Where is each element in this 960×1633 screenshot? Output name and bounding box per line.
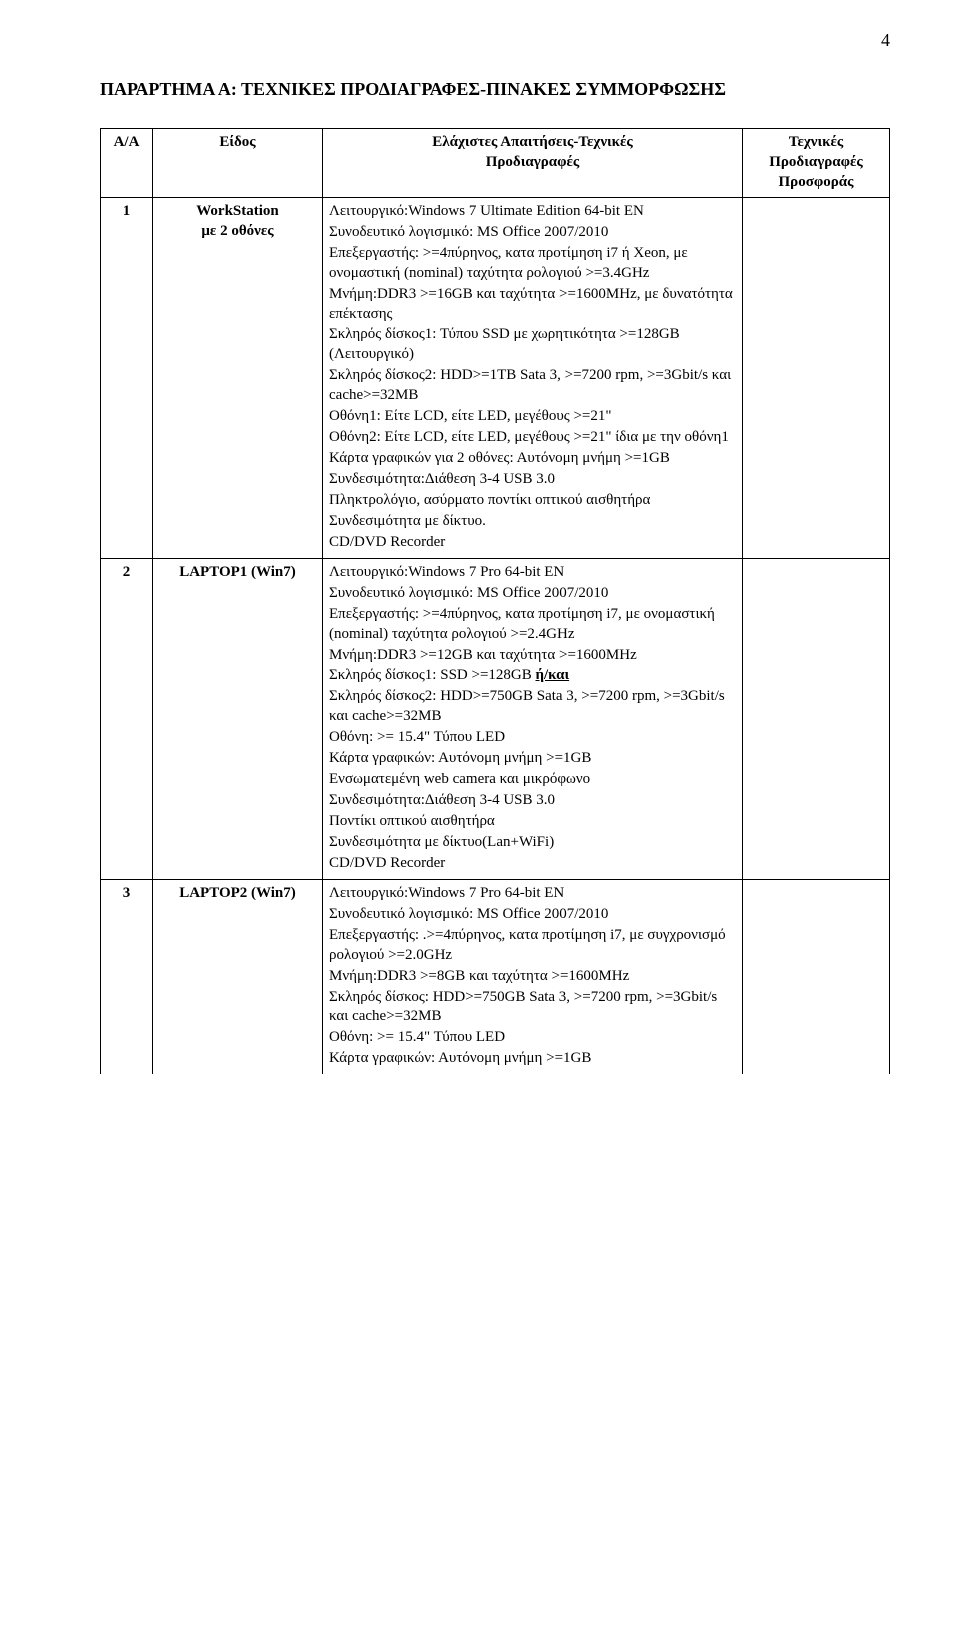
page-number: 4	[100, 30, 890, 51]
table-row: 3 LAPTOP2 (Win7) Λειτουργικό:Windows 7 P…	[101, 879, 890, 1074]
spec-line: Μνήμη:DDR3 >=8GB και ταχύτητα >=1600MHz	[329, 967, 736, 987]
header-eidos: Είδος	[153, 129, 323, 198]
spec-line: Επεξεργαστής: .>=4πύρηνος, κατα προτίμησ…	[329, 926, 736, 966]
spec-line: Κάρτα γραφικών για 2 οθόνες: Αυτόνομη μν…	[329, 449, 736, 469]
cell-tech-empty	[743, 558, 890, 879]
spec-line: Επεξεργαστής: >=4πύρηνος, κατα προτίμηση…	[329, 605, 736, 645]
table-row: 1 WorkStation με 2 οθόνες Λειτουργικό:Wi…	[101, 197, 890, 558]
spec-line: CD/DVD Recorder	[329, 854, 736, 874]
spec-line: Συνδεσιμότητα με δίκτυο(Lan+WiFi)	[329, 833, 736, 853]
spec-line: Οθόνη1: Είτε LCD, είτε LED, μεγέθους >=2…	[329, 407, 736, 427]
spec-line: Οθόνη: >= 15.4" Τύπου LED	[329, 728, 736, 748]
spec-line: Επεξεργαστής: >=4πύρηνος, κατα προτίμηση…	[329, 244, 736, 284]
spec-line: Σκληρός δίσκος2: HDD>=750GB Sata 3, >=72…	[329, 687, 736, 727]
spec-line: Οθόνη2: Είτε LCD, είτε LED, μεγέθους >=2…	[329, 428, 736, 448]
spec-line: Ποντίκι οπτικού αισθητήρα	[329, 812, 736, 832]
eidos-line1: WorkStation	[196, 203, 279, 219]
cell-tech-empty	[743, 879, 890, 1074]
spec-line: Λειτουργικό:Windows 7 Pro 64-bit EN	[329, 884, 736, 904]
header-aa: A/A	[101, 129, 153, 198]
spec-line: Σκληρός δίσκος2: HDD>=1TB Sata 3, >=7200…	[329, 366, 736, 406]
spec-ssd-prefix: Σκληρός δίσκος1: SSD >=128GB	[329, 667, 536, 683]
cell-eidos: LAPTOP2 (Win7)	[153, 879, 323, 1074]
spec-line: Λειτουργικό:Windows 7 Ultimate Edition 6…	[329, 202, 736, 222]
cell-eidos: LAPTOP1 (Win7)	[153, 558, 323, 879]
header-requirements: Ελάχιστες Απαιτήσεις-Τεχνικές Προδιαγραφ…	[323, 129, 743, 198]
spec-line: Ενσωματεμένη web camera και μικρόφωνο	[329, 770, 736, 790]
spec-line: Συνδεσιμότητα:Διάθεση 3-4 USB 3.0	[329, 791, 736, 811]
page: 4 ΠΑΡΑΡΤΗΜΑ Α: ΤΕΧΝΙΚΕΣ ΠΡΟΔΙΑΓΡΑΦΕΣ-ΠΙΝ…	[0, 0, 960, 1633]
cell-spec: Λειτουργικό:Windows 7 Pro 64-bit EN Συνο…	[323, 558, 743, 879]
spec-line: Πληκτρολόγιο, ασύρματο ποντίκι οπτικού α…	[329, 491, 736, 511]
cell-spec: Λειτουργικό:Windows 7 Ultimate Edition 6…	[323, 197, 743, 558]
spec-line: Συνδεσιμότητα με δίκτυο.	[329, 512, 736, 532]
spec-table: A/A Είδος Ελάχιστες Απαιτήσεις-Τεχνικές …	[100, 128, 890, 1074]
table-header-row: A/A Είδος Ελάχιστες Απαιτήσεις-Τεχνικές …	[101, 129, 890, 198]
spec-line: Οθόνη: >= 15.4" Τύπου LED	[329, 1028, 736, 1048]
header-tech-line2: Προδιαγραφές	[769, 154, 863, 170]
spec-line: Μνήμη:DDR3 >=16GB και ταχύτητα >=1600MHz…	[329, 285, 736, 325]
header-req-line2: Προδιαγραφές	[486, 154, 580, 170]
spec-line: Σκληρός δίσκος1: Τύπου SSD με χωρητικότη…	[329, 325, 736, 365]
cell-eidos: WorkStation με 2 οθόνες	[153, 197, 323, 558]
cell-tech-empty	[743, 197, 890, 558]
spec-line: Κάρτα γραφικών: Αυτόνομη μνήμη >=1GB	[329, 749, 736, 769]
spec-line: Μνήμη:DDR3 >=12GB και ταχύτητα >=1600MHz	[329, 646, 736, 666]
header-tech: Τεχνικές Προδιαγραφές Προσφοράς	[743, 129, 890, 198]
cell-aa: 2	[101, 558, 153, 879]
cell-spec: Λειτουργικό:Windows 7 Pro 64-bit EN Συνο…	[323, 879, 743, 1074]
spec-ssd-underlined: ή/και	[536, 667, 570, 683]
section-title: ΠΑΡΑΡΤΗΜΑ Α: ΤΕΧΝΙΚΕΣ ΠΡΟΔΙΑΓΡΑΦΕΣ-ΠΙΝΑΚ…	[100, 79, 890, 100]
header-tech-line1: Τεχνικές	[789, 134, 843, 150]
eidos-line2: με 2 οθόνες	[201, 223, 273, 239]
cell-aa: 1	[101, 197, 153, 558]
header-req-line1: Ελάχιστες Απαιτήσεις-Τεχνικές	[432, 134, 633, 150]
header-tech-line3: Προσφοράς	[779, 174, 854, 190]
spec-line: Λειτουργικό:Windows 7 Pro 64-bit EN	[329, 563, 736, 583]
spec-line-ssd: Σκληρός δίσκος1: SSD >=128GB ή/και	[329, 666, 736, 686]
spec-line: CD/DVD Recorder	[329, 533, 736, 553]
spec-line: Σκληρός δίσκος: HDD>=750GB Sata 3, >=720…	[329, 988, 736, 1028]
spec-line: Κάρτα γραφικών: Αυτόνομη μνήμη >=1GB	[329, 1049, 736, 1069]
table-row: 2 LAPTOP1 (Win7) Λειτουργικό:Windows 7 P…	[101, 558, 890, 879]
spec-line: Συνοδευτικό λογισμικό: MS Office 2007/20…	[329, 584, 736, 604]
spec-line: Συνδεσιμότητα:Διάθεση 3-4 USB 3.0	[329, 470, 736, 490]
spec-line: Συνοδευτικό λογισμικό: MS Office 2007/20…	[329, 905, 736, 925]
cell-aa: 3	[101, 879, 153, 1074]
spec-line: Συνοδευτικό λογισμικό: MS Office 2007/20…	[329, 223, 736, 243]
